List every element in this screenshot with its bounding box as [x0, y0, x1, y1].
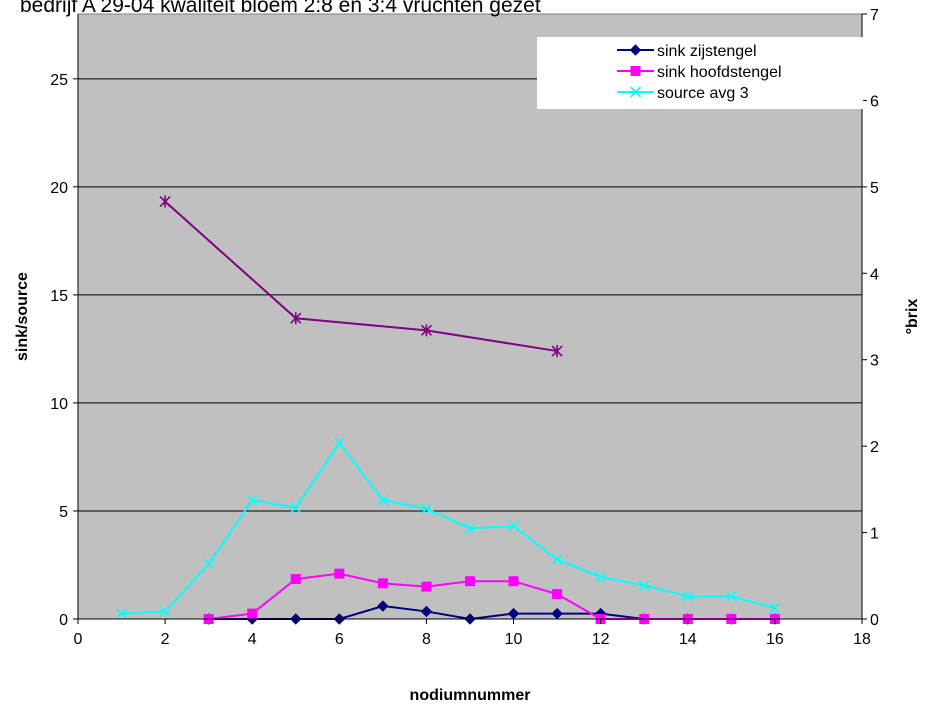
data-point [377, 578, 388, 589]
y-axis-right: 0 1 2 3 4 5 6 7 [861, 7, 879, 629]
data-point [682, 590, 694, 602]
data-point [551, 554, 563, 566]
data-point [377, 600, 389, 612]
y2-tick-label: 5 [870, 180, 879, 197]
data-point [638, 579, 650, 592]
legend-label: sink zijstengel [657, 43, 757, 60]
y-axis-title: sink/source [14, 272, 31, 361]
data-point [115, 608, 128, 620]
data-point [377, 494, 389, 506]
x-tick-label: 18 [853, 631, 871, 648]
y-tick-label: 5 [59, 504, 68, 521]
data-point [290, 312, 302, 325]
series-2 [115, 437, 781, 620]
data-point [420, 605, 433, 618]
legend-marker [629, 86, 642, 98]
y2-tick-label: 0 [870, 612, 879, 629]
data-point [246, 494, 258, 506]
legend-label: sink hoofdstengel [657, 64, 782, 81]
x-tick-label: 12 [592, 631, 610, 648]
data-point [465, 576, 475, 587]
legend-box [537, 37, 863, 109]
y2-tick-label: 3 [870, 353, 879, 370]
legend-label: source avg 3 [657, 85, 749, 102]
series-line [164, 200, 558, 353]
y-tick-label: 10 [50, 396, 68, 413]
data-point [334, 568, 345, 579]
data-point [464, 522, 476, 534]
y-tick-label: 0 [59, 612, 68, 629]
data-point [420, 503, 433, 515]
y-tick-label: 25 [50, 72, 68, 89]
x-tick-label: 10 [505, 631, 523, 648]
y2-tick-label: 2 [870, 439, 879, 456]
x-tick-label: 16 [766, 631, 784, 648]
data-point [247, 608, 258, 619]
y-axis-left: 0 5 10 15 20 25 [50, 14, 79, 629]
chart-title: bedrijf A 29-04 kwaliteit bloem 2:8 en 3… [20, 0, 541, 17]
data-point [290, 574, 301, 585]
data-point [203, 558, 215, 570]
data-point [769, 602, 781, 614]
x-tick-label: 14 [679, 631, 697, 648]
legend-marker [629, 44, 642, 56]
series-line [121, 441, 776, 615]
data-point [159, 195, 171, 208]
y-tick-label: 20 [50, 180, 68, 197]
x-tick-label: 6 [335, 631, 344, 648]
legend: sink zijstengel sink hoofdstengel source a… [537, 37, 863, 109]
y2-tick-label: 4 [870, 266, 879, 283]
data-point [333, 437, 345, 449]
legend-marker [630, 66, 641, 76]
data-point [552, 589, 563, 600]
y-tick-label: 15 [50, 288, 68, 305]
y2-tick-label: 7 [870, 7, 879, 24]
x-axis-title: nodiumnummer [410, 687, 531, 704]
y2-axis-title: °brix [904, 299, 921, 335]
data-point [159, 605, 171, 618]
x-tick-label: 4 [248, 631, 257, 648]
x-axis: 0 2 4 6 8 10 12 14 16 18 [74, 618, 871, 648]
data-point [420, 324, 433, 337]
data-point [551, 345, 563, 358]
x-tick-label: 8 [422, 631, 431, 648]
data-point [508, 576, 519, 587]
y2-tick-label: 1 [870, 526, 879, 543]
data-point [725, 590, 737, 602]
data-point [507, 520, 520, 532]
data-point [421, 581, 432, 592]
data-point [595, 571, 607, 583]
x-tick-label: 0 [74, 631, 83, 648]
series-3 [159, 195, 563, 358]
y2-tick-label: 6 [870, 93, 879, 110]
plot-area [77, 13, 863, 620]
x-tick-label: 2 [161, 631, 170, 648]
data-point [290, 502, 302, 514]
